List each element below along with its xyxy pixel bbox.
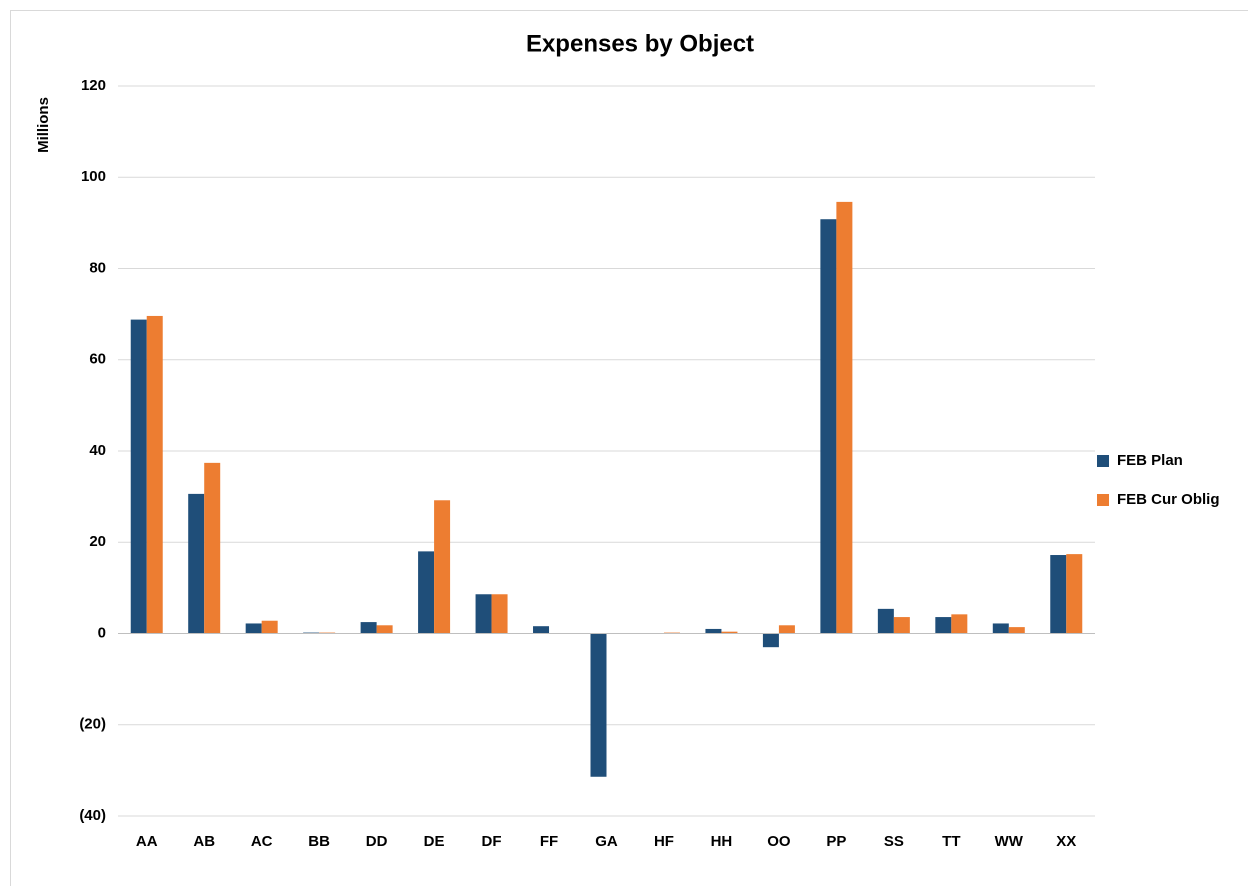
y-tick-label: (40) (79, 807, 106, 824)
x-tick-label: BB (308, 833, 330, 850)
chart-border (10, 10, 1248, 886)
y-tick-label: 40 (89, 442, 106, 459)
y-tick-label: 80 (89, 259, 106, 276)
bar (836, 201, 853, 634)
bar (491, 594, 508, 634)
bar (434, 500, 451, 634)
legend-swatch (1097, 455, 1109, 467)
bar (820, 219, 837, 634)
bar (204, 462, 221, 634)
bar (376, 625, 393, 634)
x-tick-label: AC (251, 833, 273, 850)
x-tick-label: PP (826, 833, 846, 850)
bar (877, 608, 894, 634)
y-tick-label: 100 (81, 168, 106, 185)
bar (778, 625, 795, 634)
x-tick-label: GA (595, 833, 618, 850)
x-tick-label: AA (136, 833, 158, 850)
x-tick-label: OO (767, 833, 791, 850)
bar (705, 628, 722, 634)
x-tick-label: DF (482, 833, 502, 850)
x-tick-label: WW (995, 833, 1024, 850)
bar (188, 493, 205, 634)
bar (475, 594, 492, 634)
bar (533, 626, 550, 634)
x-tick-label: AB (193, 833, 215, 850)
x-tick-label: XX (1056, 833, 1076, 850)
chart-title: Expenses by Object (526, 30, 754, 57)
bar (418, 551, 435, 634)
bar (261, 620, 278, 634)
bar (1050, 555, 1067, 634)
x-tick-label: FF (540, 833, 558, 850)
y-tick-label: 0 (98, 624, 106, 641)
bar (590, 633, 607, 777)
bar (245, 623, 262, 634)
x-tick-label: SS (884, 833, 904, 850)
bar (951, 614, 968, 634)
y-tick-label: 20 (89, 533, 106, 550)
bar (360, 622, 377, 634)
x-tick-label: HF (654, 833, 674, 850)
y-tick-label: (20) (79, 716, 106, 733)
x-tick-label: DD (366, 833, 388, 850)
bar (992, 623, 1009, 634)
bar (762, 633, 779, 648)
x-tick-label: TT (942, 833, 960, 850)
bar (893, 617, 910, 634)
bar (721, 631, 738, 634)
y-tick-label: 120 (81, 77, 106, 94)
y-axis-label: Millions (35, 97, 52, 153)
bar (146, 315, 163, 634)
legend-label: FEB Cur Oblig (1117, 491, 1220, 508)
x-tick-label: DE (424, 833, 445, 850)
x-tick-label: HH (711, 833, 733, 850)
legend-label: FEB Plan (1117, 452, 1183, 469)
y-tick-label: 60 (89, 351, 106, 368)
bar (1066, 554, 1083, 634)
legend-swatch (1097, 494, 1109, 506)
bar (130, 319, 147, 634)
bar (935, 617, 952, 634)
bar (1008, 627, 1025, 634)
